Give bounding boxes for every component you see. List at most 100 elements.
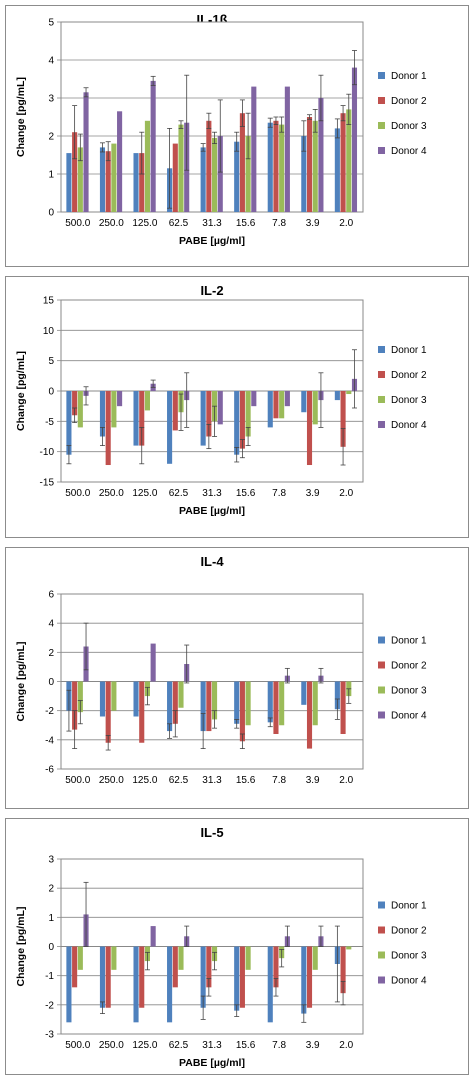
bar-donor-3 — [245, 681, 251, 726]
legend-swatch — [378, 686, 385, 694]
bar-donor-3 — [144, 120, 150, 212]
y-tick-label: -4 — [45, 735, 54, 746]
bar-donor-2 — [139, 681, 145, 743]
bar-donor-3 — [245, 391, 251, 437]
legend-swatch — [378, 901, 385, 909]
bar-donor-4 — [150, 643, 156, 682]
x-tick-label: 62.5 — [169, 1040, 189, 1051]
legend-swatch — [378, 976, 385, 984]
bar-donor-1 — [66, 153, 72, 212]
y-tick-label: -2 — [45, 706, 54, 717]
x-tick-label: 15.6 — [236, 488, 256, 499]
x-tick-label: 2.0 — [339, 1040, 353, 1051]
legend-swatch — [378, 396, 385, 403]
y-tick-label: -1 — [45, 971, 54, 982]
bar-donor-4 — [284, 391, 290, 407]
x-tick-label: 125.0 — [132, 1040, 157, 1051]
bar-donor-4 — [251, 86, 257, 212]
bar-donor-1 — [66, 391, 72, 455]
bar-donor-2 — [273, 681, 279, 734]
bar-donor-2 — [172, 946, 178, 988]
x-axis-label: PABE [µg/ml] — [179, 235, 245, 247]
x-tick-label: 7.8 — [272, 1040, 286, 1051]
chart-panel-il-4: IL-4 -6 -4 -2 0 2 4 6 500.0 250.0 125.0 62.5 31.3 15.… — [5, 547, 469, 809]
y-tick-label: -6 — [45, 765, 54, 776]
bar-donor-2 — [206, 120, 212, 212]
bar-donor-4 — [150, 926, 156, 947]
x-tick-label: 62.5 — [169, 488, 189, 499]
bar-donor-1 — [334, 128, 340, 212]
bar-donor-2 — [105, 946, 111, 1008]
x-tick-label: 500.0 — [65, 1040, 90, 1051]
bar-donor-4 — [150, 80, 156, 213]
bar-donor-3 — [312, 391, 318, 425]
bar-donor-4 — [117, 391, 123, 407]
legend-swatch — [378, 421, 385, 428]
bar-donor-3 — [77, 147, 83, 212]
y-tick-label: 2 — [48, 648, 54, 659]
legend-label: Donor 1 — [391, 901, 427, 912]
bar-donor-1 — [66, 946, 72, 1023]
bar-donor-3 — [346, 946, 352, 950]
y-tick-label: 5 — [48, 356, 54, 367]
bar-donor-2 — [340, 113, 346, 212]
y-tick-label: -10 — [40, 447, 55, 458]
bar-donor-2 — [239, 113, 245, 212]
x-tick-label: 500.0 — [65, 488, 90, 499]
bar-donor-1 — [99, 147, 106, 212]
x-tick-label: 2.0 — [339, 775, 353, 786]
bar-donor-3 — [279, 681, 285, 726]
bar-donor-4 — [117, 111, 123, 212]
chart-title: IL-4 — [200, 554, 224, 569]
bar-donor-2 — [273, 946, 279, 988]
bar-donor-2 — [239, 946, 245, 1008]
y-tick-label: 2 — [48, 884, 54, 895]
bar-donor-2 — [340, 391, 346, 447]
bar-donor-1 — [267, 391, 273, 428]
bar-donor-1 — [334, 391, 340, 401]
bar-donor-4 — [318, 98, 324, 212]
x-tick-label: 3.9 — [306, 775, 320, 786]
y-tick-label: -3 — [45, 1030, 54, 1041]
bar-donor-2 — [139, 153, 145, 212]
bar-donor-1 — [99, 391, 106, 437]
y-axis-label: Change [pg/mL] — [15, 77, 27, 157]
bar-donor-3 — [312, 681, 318, 726]
x-tick-label: 15.6 — [236, 218, 256, 229]
bar-donor-3 — [77, 681, 83, 713]
bar-donor-1 — [200, 147, 206, 212]
bar-donor-2 — [72, 391, 78, 416]
y-tick-label: 1 — [48, 913, 54, 924]
x-tick-label: 7.8 — [272, 218, 286, 229]
y-tick-label: 5 — [48, 18, 54, 29]
bar-donor-1 — [167, 946, 173, 1023]
bar-donor-3 — [111, 681, 117, 711]
bar-donor-3 — [346, 109, 352, 212]
x-tick-label: 125.0 — [132, 218, 157, 229]
bar-donor-3 — [111, 143, 117, 212]
bar-donor-2 — [72, 681, 78, 730]
y-tick-label: 4 — [48, 56, 54, 67]
x-tick-label: 31.3 — [202, 488, 222, 499]
legend-label: Donor 3 — [391, 121, 427, 132]
legend-swatch — [378, 661, 385, 669]
y-axis-label: Change [pg/mL] — [15, 907, 27, 987]
x-tick-label: 2.0 — [339, 218, 353, 229]
legend-swatch — [378, 711, 385, 719]
y-tick-label: 0 — [48, 208, 54, 219]
legend-label: Donor 1 — [391, 636, 427, 647]
legend-swatch — [378, 122, 385, 129]
y-tick-label: 2 — [48, 132, 54, 143]
bar-donor-1 — [200, 681, 206, 732]
x-tick-label: 3.9 — [306, 218, 320, 229]
bar-donor-3 — [178, 681, 184, 708]
x-tick-label: 7.8 — [272, 488, 286, 499]
legend-label: Donor 4 — [391, 976, 427, 987]
x-axis-label: PABE [µg/ml] — [179, 1057, 245, 1069]
bar-donor-1 — [267, 946, 273, 1023]
legend-swatch — [378, 371, 385, 378]
bar-donor-2 — [72, 132, 78, 212]
bar-donor-4 — [217, 136, 223, 212]
legend-label: Donor 4 — [391, 711, 427, 722]
bar-donor-4 — [251, 391, 257, 407]
